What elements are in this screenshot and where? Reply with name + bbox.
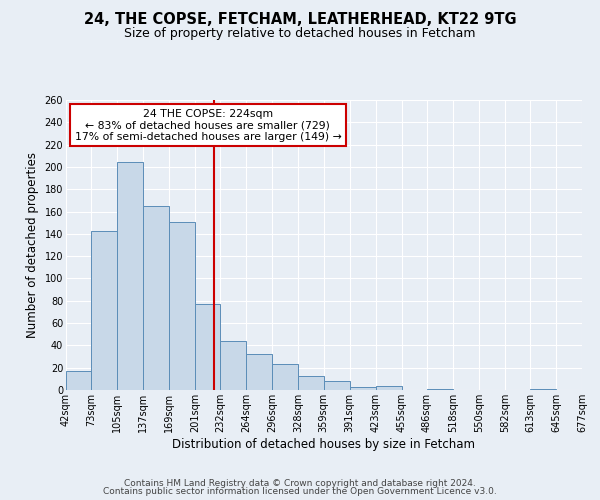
Text: Contains public sector information licensed under the Open Government Licence v3: Contains public sector information licen… bbox=[103, 487, 497, 496]
Bar bbox=[143, 206, 169, 390]
Bar bbox=[298, 376, 323, 390]
Bar bbox=[582, 389, 600, 390]
Bar bbox=[195, 304, 220, 390]
Text: 24, THE COPSE, FETCHAM, LEATHERHEAD, KT22 9TG: 24, THE COPSE, FETCHAM, LEATHERHEAD, KT2… bbox=[83, 12, 517, 28]
Bar bbox=[376, 386, 401, 390]
X-axis label: Distribution of detached houses by size in Fetcham: Distribution of detached houses by size … bbox=[173, 438, 476, 450]
Text: 24 THE COPSE: 224sqm
← 83% of detached houses are smaller (729)
17% of semi-deta: 24 THE COPSE: 224sqm ← 83% of detached h… bbox=[74, 108, 341, 142]
Bar bbox=[530, 389, 556, 390]
Bar bbox=[427, 389, 453, 390]
Bar bbox=[117, 162, 143, 390]
Bar bbox=[66, 371, 91, 390]
Bar bbox=[350, 386, 376, 390]
Text: Contains HM Land Registry data © Crown copyright and database right 2024.: Contains HM Land Registry data © Crown c… bbox=[124, 478, 476, 488]
Bar bbox=[272, 364, 298, 390]
Bar bbox=[323, 381, 350, 390]
Bar bbox=[220, 341, 247, 390]
Bar bbox=[169, 222, 195, 390]
Text: Size of property relative to detached houses in Fetcham: Size of property relative to detached ho… bbox=[124, 28, 476, 40]
Y-axis label: Number of detached properties: Number of detached properties bbox=[26, 152, 39, 338]
Bar bbox=[91, 230, 117, 390]
Bar bbox=[247, 354, 272, 390]
